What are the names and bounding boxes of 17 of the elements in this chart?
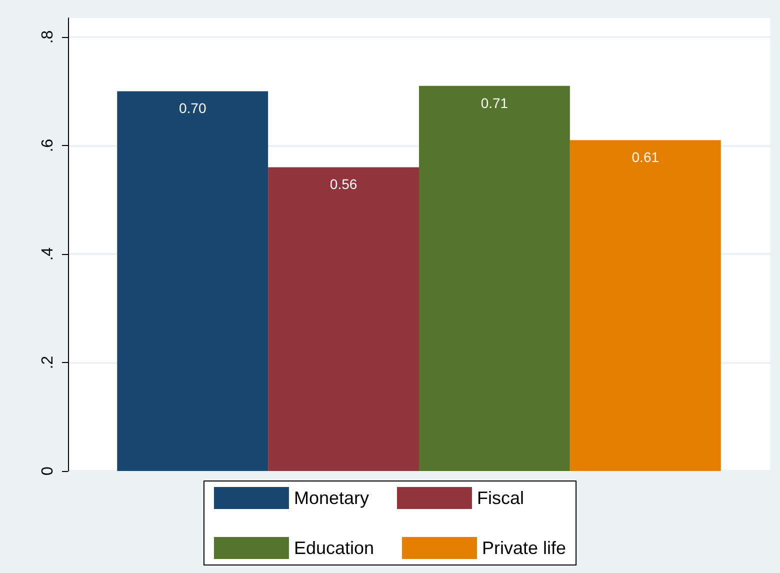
y-tick-label: 0 [40,466,56,476]
data-label: 0.70 [178,100,206,116]
y-tick-label: .4 [40,247,56,261]
data-label: 0.56 [330,176,358,192]
legend-label: Fiscal [476,488,524,508]
legend-label: Education [294,538,374,558]
bar [419,86,570,471]
legend-label: Monetary [294,488,369,508]
y-tick-label: .2 [40,356,56,370]
bar [570,140,721,471]
y-tick-label: .8 [40,30,56,44]
data-label: 0.71 [480,94,508,111]
bar [268,167,419,471]
y-tick-label: .6 [40,138,56,152]
bar [117,91,268,471]
legend-label: Private life [482,538,566,558]
data-label: 0.61 [632,149,660,166]
